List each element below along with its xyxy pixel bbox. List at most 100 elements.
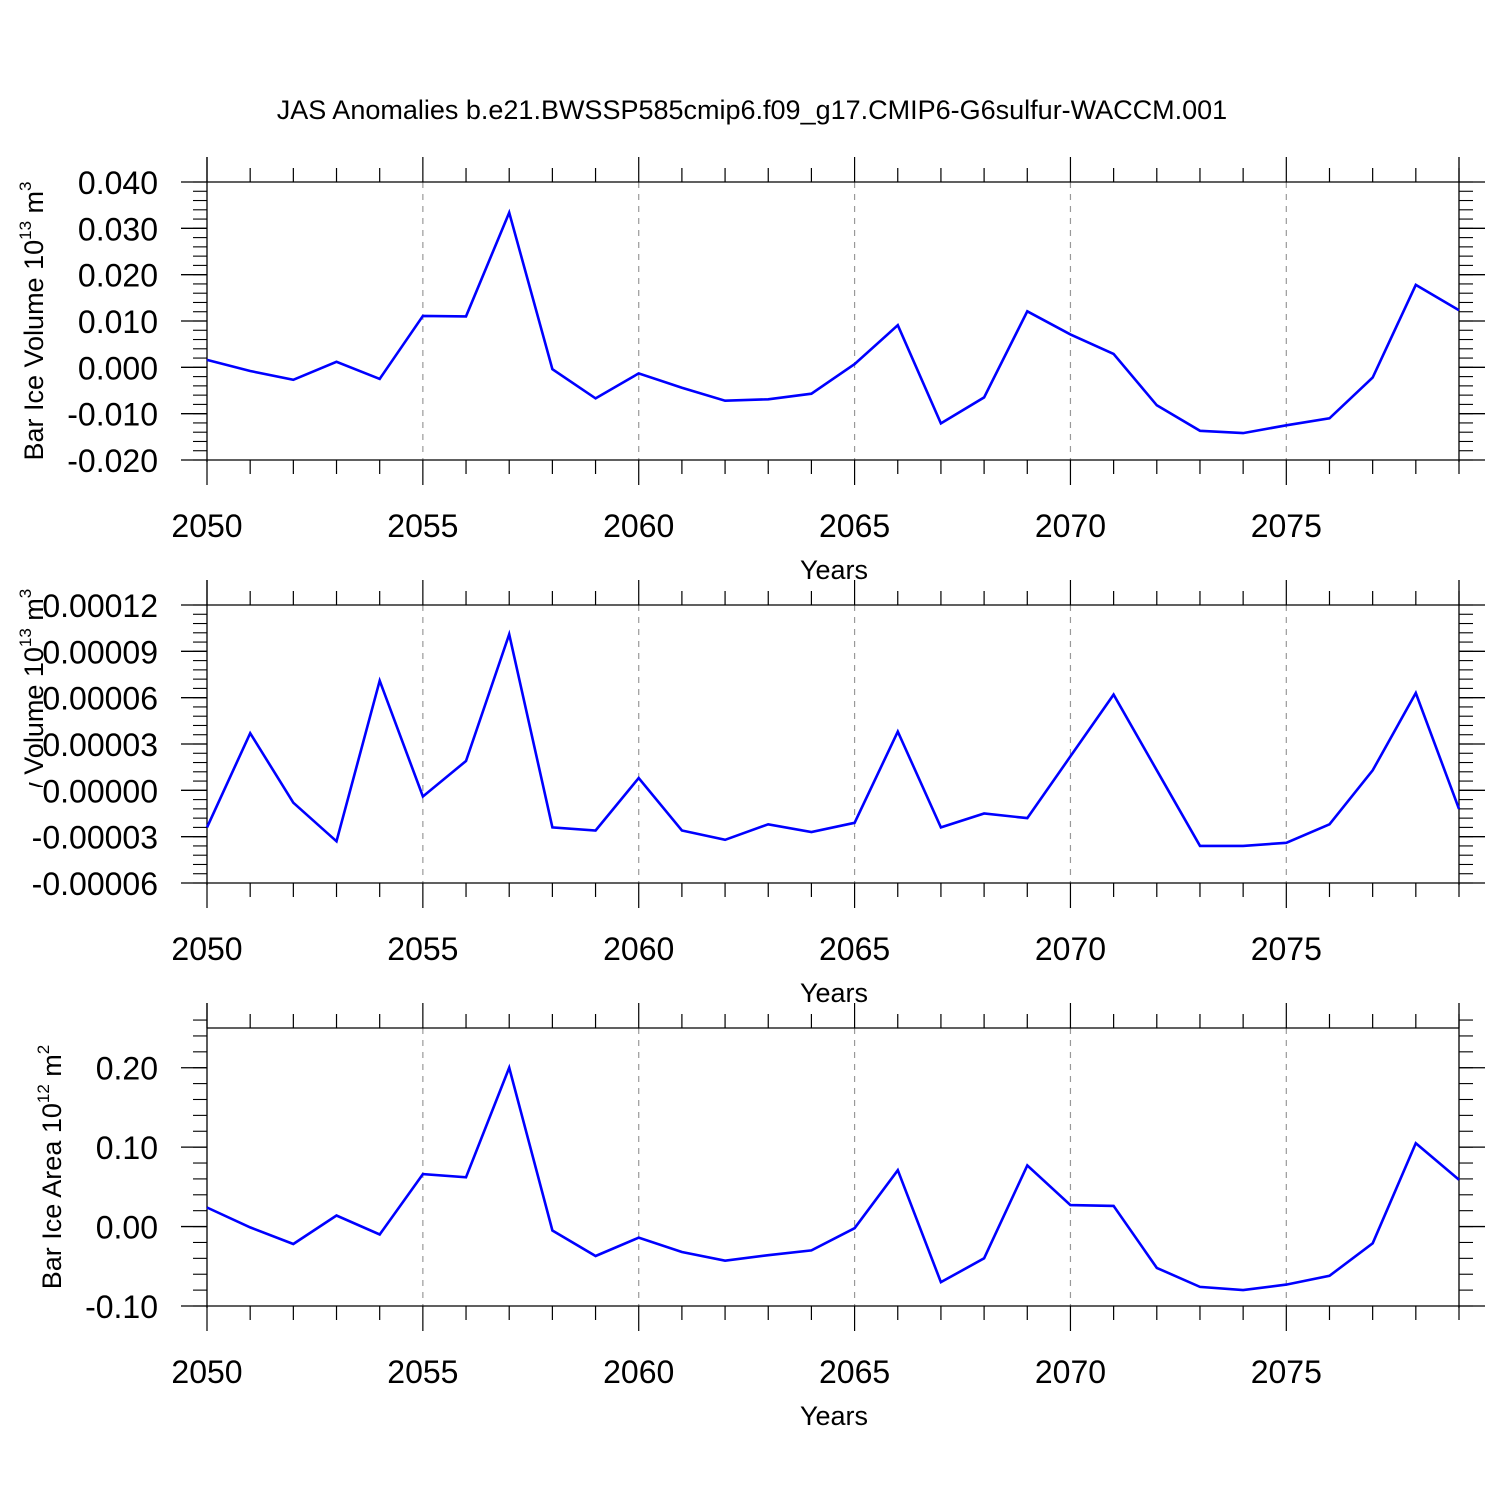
data-point: [852, 820, 857, 825]
data-point: [723, 398, 728, 403]
data-point: [723, 837, 728, 842]
x-axis-label: Years: [800, 555, 868, 585]
data-point: [593, 396, 598, 401]
data-point: [895, 323, 900, 328]
x-tick-label: 2060: [603, 931, 674, 967]
x-tick-label: 2055: [387, 508, 458, 544]
data-point: [1197, 1284, 1202, 1289]
data-point: [1241, 843, 1246, 848]
data-point: [766, 1253, 771, 1258]
x-tick-label: 2050: [171, 1354, 242, 1390]
x-tick-label: 2075: [1251, 1354, 1322, 1390]
x-tick-label: 2070: [1035, 931, 1106, 967]
y-tick-label: 0.00000: [42, 773, 158, 809]
data-point: [852, 1226, 857, 1231]
data-point: [938, 421, 943, 426]
y-tick-label: 0.10: [96, 1130, 158, 1166]
data-point: [809, 391, 814, 396]
data-point: [1413, 691, 1418, 696]
x-tick-label: 2060: [603, 508, 674, 544]
data-point: [1370, 768, 1375, 773]
data-point: [895, 729, 900, 734]
x-tick-label: 2065: [819, 1354, 890, 1390]
x-axis-label: Years: [800, 1401, 868, 1431]
data-point: [1241, 431, 1246, 436]
x-tick-label: 2065: [819, 508, 890, 544]
data-point: [1327, 822, 1332, 827]
y-tick-label: 0.20: [96, 1051, 158, 1087]
data-point: [507, 1065, 512, 1070]
data-point: [1111, 692, 1116, 697]
data-point: [291, 1242, 296, 1247]
data-point: [1154, 403, 1159, 408]
data-point: [1327, 416, 1332, 421]
data-point: [205, 357, 210, 362]
data-point: [420, 1172, 425, 1177]
data-point: [1068, 1203, 1073, 1208]
data-point: [550, 1228, 555, 1233]
y-tick-label: 0.00003: [42, 727, 158, 763]
data-point: [1068, 332, 1073, 337]
x-tick-label: 2060: [603, 1354, 674, 1390]
data-point: [334, 839, 339, 844]
data-point: [1068, 754, 1073, 759]
data-point: [982, 395, 987, 400]
data-point: [766, 397, 771, 402]
x-tick-label: 2050: [171, 508, 242, 544]
data-point: [809, 1248, 814, 1253]
data-point: [593, 1253, 598, 1258]
data-point: [1154, 1265, 1159, 1270]
chart-panel-2: 2050 2055 2060 2065 2070 2075 Years -0.00006 -0.…: [16, 580, 1485, 1008]
data-point: [1284, 1282, 1289, 1287]
data-point: [636, 371, 641, 376]
data-point: [507, 632, 512, 637]
data-point: [248, 369, 253, 374]
data-point: [1025, 816, 1030, 821]
data-point: [1284, 423, 1289, 428]
data-point: [1457, 806, 1462, 811]
y-tick-label: 0.00012: [42, 588, 158, 624]
data-point: [982, 811, 987, 816]
data-point: [1025, 309, 1030, 314]
data-point: [377, 1232, 382, 1237]
data-point: [1284, 840, 1289, 845]
y-tick-label: -0.010: [67, 397, 158, 433]
data-point: [291, 377, 296, 382]
data-point: [248, 1225, 253, 1230]
y-tick-label: 0.00006: [42, 681, 158, 717]
data-point: [938, 825, 943, 830]
data-point: [895, 1168, 900, 1173]
data-point: [636, 1235, 641, 1240]
data-point: [1025, 1163, 1030, 1168]
data-point: [1327, 1273, 1332, 1278]
data-point: [377, 678, 382, 683]
data-point: [679, 828, 684, 833]
data-point: [1413, 282, 1418, 287]
y-axis-label: Bar Ice Area 1012 m2: [34, 1045, 67, 1290]
data-point: [1197, 843, 1202, 848]
data-point: [334, 359, 339, 364]
y-tick-label: 0.010: [78, 304, 158, 340]
x-tick-label: 2070: [1035, 1354, 1106, 1390]
data-point: [507, 210, 512, 215]
x-tick-label: 2065: [819, 931, 890, 967]
data-point: [679, 385, 684, 390]
x-tick-label: 2070: [1035, 508, 1106, 544]
data-point: [420, 313, 425, 318]
data-point: [248, 731, 253, 736]
panels: 2050 2055 2060 2065 2070 2075 Years -0.020 -0.01…: [16, 157, 1485, 1431]
y-tick-label: 0.000: [78, 350, 158, 386]
series-line-1: [206, 1063, 1460, 1292]
data-point: [550, 825, 555, 830]
chart-title: JAS Anomalies b.e21.BWSSP585cmip6.f09_g1…: [277, 95, 1227, 125]
data-point: [550, 367, 555, 372]
data-point: [464, 1175, 469, 1180]
chart-panel-1: 2050 2055 2060 2065 2070 2075 Years -0.020 -0.01…: [16, 157, 1485, 585]
y-tick-label: -0.00003: [32, 820, 158, 856]
y-tick-label: 0.030: [78, 211, 158, 247]
y-axis-label: Bar Ice Volume 1013 m3: [16, 181, 49, 460]
data-point: [464, 314, 469, 319]
y-tick-label: -0.00006: [32, 866, 158, 902]
data-point: [723, 1258, 728, 1263]
